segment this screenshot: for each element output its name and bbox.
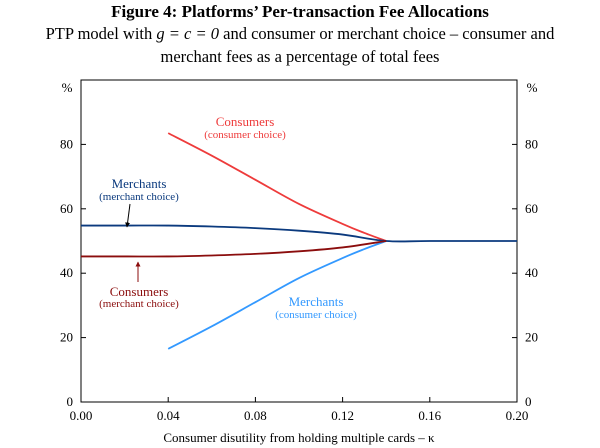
label-consumers-mc: Consumers: [110, 284, 169, 299]
label-merchants-mc-sub: (merchant choice): [99, 191, 179, 203]
series-line-merchants-merchant-choice: [81, 224, 517, 243]
x-axis-label: Consumer disutility from holding multipl…: [163, 430, 435, 445]
subtitle-math: g = c = 0: [156, 24, 219, 43]
x-tick-label: 0.20: [506, 408, 529, 423]
y-tick-label-right: 20: [525, 330, 538, 345]
label-consumers-cc: Consumers: [216, 114, 275, 129]
y-tick-label-left: 40: [60, 265, 73, 280]
x-tick-label: 0.16: [418, 408, 441, 423]
x-tick-label: 0.04: [157, 408, 180, 423]
y-tick-label-left: 80: [60, 136, 73, 151]
series-line-consumers-consumer-choice: [167, 132, 387, 242]
y-tick-label-left: 20: [60, 330, 73, 345]
chart-subtitle: PTP model with g = c = 0 and consumer or…: [0, 22, 600, 68]
series-line-consumers-merchant-choice: [80, 240, 387, 258]
y-tick-label-right: 80: [525, 136, 538, 151]
series-lines: [80, 132, 517, 350]
chart-title: Figure 4: Platforms’ Per-transaction Fee…: [111, 2, 489, 21]
y-axis-unit-right: %: [527, 80, 538, 95]
y-tick-label-left: 60: [60, 201, 73, 216]
label-consumers-cc-sub: (consumer choice): [204, 129, 286, 141]
y-tick-label-right: 40: [525, 265, 538, 280]
label-merchants-mc: Merchants: [112, 176, 167, 191]
y-tick-label-left: 0: [67, 394, 74, 409]
x-tick-label: 0.12: [331, 408, 354, 423]
subtitle-line2: merchant fees as a percentage of total f…: [160, 47, 440, 66]
label-merchants-cc-sub: (consumer choice): [275, 309, 357, 321]
x-tick-label: 0.00: [70, 408, 93, 423]
y-axis-unit-left: %: [62, 80, 73, 95]
x-tick-label: 0.08: [244, 408, 267, 423]
subtitle-pre: PTP model with: [45, 24, 157, 43]
label-merchants-cc: Merchants: [289, 294, 344, 309]
arrow-merchants-mc: [125, 203, 131, 228]
y-tick-label-right: 0: [525, 394, 532, 409]
series-line-merchants-consumer-choice: [167, 240, 387, 350]
label-consumers-mc-sub: (merchant choice): [99, 298, 179, 310]
subtitle-post: and consumer or merchant choice – consum…: [219, 24, 555, 43]
y-tick-label-right: 60: [525, 201, 538, 216]
